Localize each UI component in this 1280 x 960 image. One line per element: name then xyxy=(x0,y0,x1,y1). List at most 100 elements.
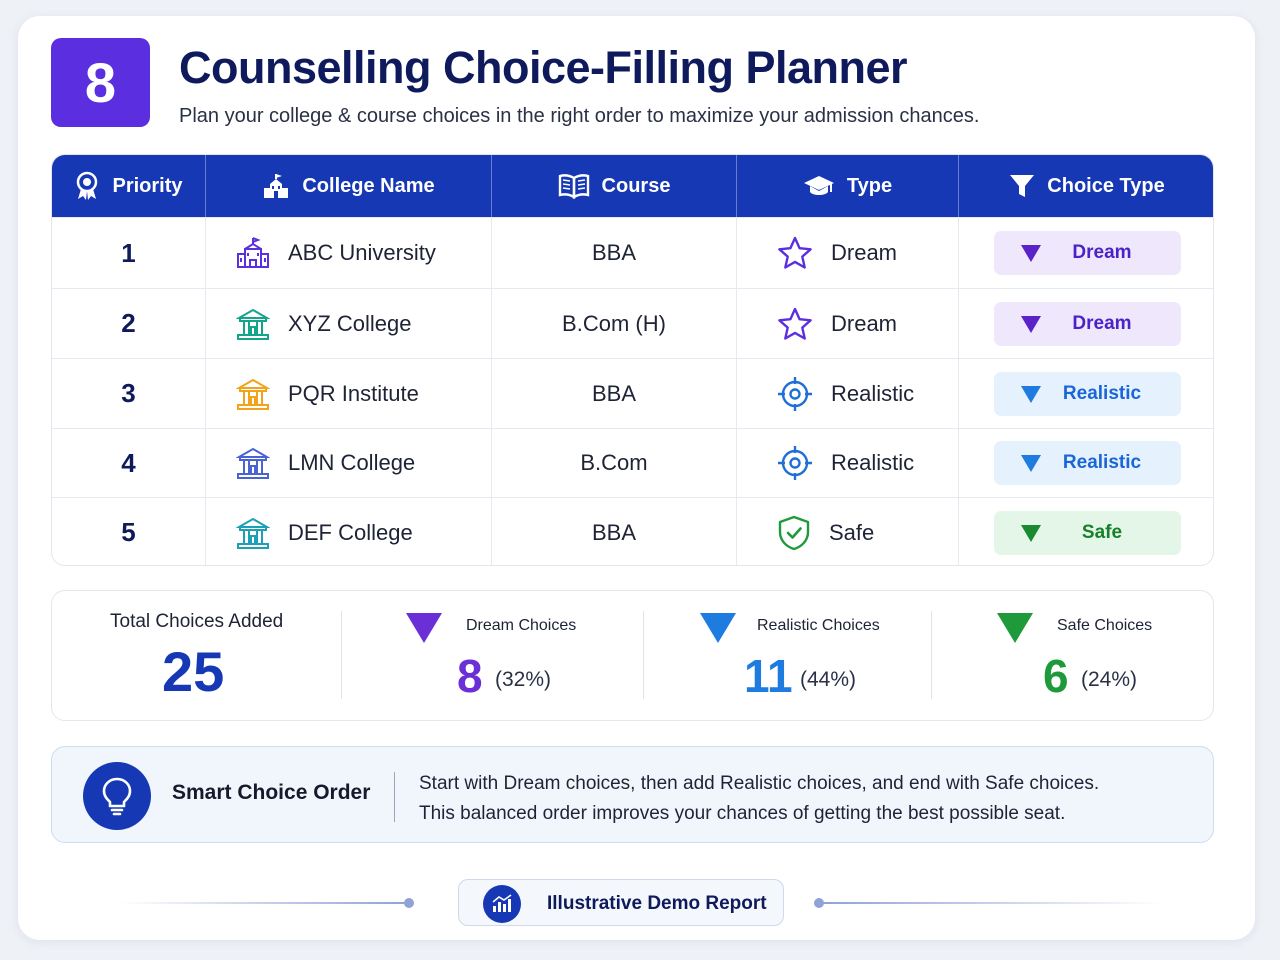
column-label: Course xyxy=(601,174,671,197)
badge-label: Dream xyxy=(1072,242,1132,263)
bar-chart-icon xyxy=(483,885,521,923)
star-icon xyxy=(778,307,812,340)
type-label: Realistic xyxy=(831,450,915,475)
dream-choices-percent: (32%) xyxy=(495,668,552,691)
course-cell: BBA xyxy=(492,359,737,428)
column-header-priority[interactable]: Priority xyxy=(52,155,206,217)
type-cell: Dream xyxy=(737,218,959,288)
award-ribbon-icon xyxy=(77,171,98,200)
triangle-down-icon xyxy=(1020,524,1041,542)
column-header-college[interactable]: College Name xyxy=(206,155,492,217)
footer-dot-right xyxy=(814,898,824,908)
realistic-triangle-icon xyxy=(700,613,736,643)
type-label: Dream xyxy=(831,310,898,336)
table-row[interactable]: 2 XYZ College B.Com (H) Dream Dream xyxy=(52,288,1213,358)
choice-type-badge-realistic: Realistic xyxy=(993,371,1181,416)
choice-type-cell: Realistic xyxy=(959,359,1213,428)
column-label: Priority xyxy=(112,174,183,197)
choice-type-cell: Safe xyxy=(959,498,1213,565)
table-header: Priority College Name Course xyxy=(52,155,1213,217)
choice-type-cell: Dream xyxy=(959,289,1213,358)
safe-choices-value: 6 xyxy=(1043,650,1069,702)
college-name: XYZ College xyxy=(288,310,412,336)
footer-line-left xyxy=(120,902,405,904)
choice-type-badge-safe: Safe xyxy=(993,510,1181,555)
college-building-icon xyxy=(236,308,270,340)
column-header-course[interactable]: Course xyxy=(492,155,737,217)
badge-label: Dream xyxy=(1072,312,1132,334)
demo-report-label: Illustrative Demo Report xyxy=(547,893,767,914)
shield-check-icon xyxy=(778,515,810,550)
college-name: PQR Institute xyxy=(288,380,419,406)
priority-cell: 4 xyxy=(52,429,206,497)
column-label: Choice Type xyxy=(1047,174,1165,197)
triangle-down-icon xyxy=(1020,455,1041,472)
college-building-icon xyxy=(236,517,270,549)
triangle-down-icon xyxy=(1020,245,1041,262)
page-title: Counselling Choice-Filling Planner xyxy=(179,42,908,93)
college-building-icon xyxy=(236,447,270,479)
target-icon xyxy=(778,376,812,411)
college-cell: PQR Institute xyxy=(206,359,492,428)
funnel-icon xyxy=(1010,175,1035,197)
column-header-choice-type[interactable]: Choice Type xyxy=(959,155,1213,217)
course-cell: B.Com xyxy=(492,429,737,497)
badge-label: Realistic xyxy=(1062,382,1142,404)
table-row[interactable]: 1 ABC University BBA Dream Dream xyxy=(52,217,1213,288)
triangle-down-icon xyxy=(1020,385,1041,403)
priority-cell: 5 xyxy=(52,498,206,565)
type-cell: Realistic xyxy=(737,429,959,497)
type-cell: Realistic xyxy=(737,359,959,428)
stat-divider xyxy=(341,611,342,699)
type-cell: Safe xyxy=(737,498,959,565)
type-label: Dream xyxy=(831,240,898,265)
total-choices-label: Total Choices Added xyxy=(110,611,284,632)
tip-text-line-1: Start with Dream choices, then add Reali… xyxy=(419,773,1100,794)
dream-choices-label: Dream Choices xyxy=(466,617,577,634)
table-row[interactable]: 3 PQR Institute BBA Realistic xyxy=(52,358,1213,428)
type-cell: Dream xyxy=(737,289,959,358)
table-row[interactable]: 4 LMN College B.Com Realistic xyxy=(52,428,1213,497)
priority-cell: 3 xyxy=(52,359,206,428)
tip-title: Smart Choice Order xyxy=(172,781,371,804)
badge-label: Safe xyxy=(1081,521,1123,543)
tip-divider xyxy=(394,772,395,822)
college-cell: ABC University xyxy=(206,218,492,288)
course-cell: BBA xyxy=(492,218,737,288)
target-icon xyxy=(778,446,812,480)
choice-type-cell: Dream xyxy=(959,218,1213,288)
choice-type-badge-dream: Dream xyxy=(993,231,1181,275)
safe-choices-label: Safe Choices xyxy=(1057,617,1153,634)
type-label: Realistic xyxy=(831,380,915,406)
safe-triangle-icon xyxy=(997,613,1033,643)
course-cell: B.Com (H) xyxy=(492,289,737,358)
column-label: Type xyxy=(846,174,893,197)
column-header-type[interactable]: Type xyxy=(737,155,959,217)
realistic-choices-value: 11 xyxy=(744,650,793,702)
badge-label: Realistic xyxy=(1062,452,1142,473)
realistic-choices-label: Realistic Choices xyxy=(757,617,880,634)
table-row[interactable]: 5 DEF College BBA Safe Safe xyxy=(52,497,1213,565)
smart-choice-tip: Smart Choice Order Start with Dream choi… xyxy=(51,746,1214,843)
priority-cell: 1 xyxy=(52,218,206,288)
footer-line-right xyxy=(823,902,1163,904)
footer-dot-left xyxy=(404,898,414,908)
column-label: College Name xyxy=(302,174,435,197)
choices-table: Priority College Name Course xyxy=(51,154,1214,566)
choice-type-badge-dream: Dream xyxy=(993,301,1181,346)
course-cell: BBA xyxy=(492,498,737,565)
choice-type-cell: Realistic xyxy=(959,429,1213,497)
tip-text-line-2: This balanced order improves your chance… xyxy=(419,803,1066,824)
college-name: DEF College xyxy=(288,519,413,545)
priority-cell: 2 xyxy=(52,289,206,358)
logo-badge: 8 xyxy=(51,38,150,127)
choices-summary: Total Choices Added 25 Dream Choices 8 (… xyxy=(51,590,1214,721)
demo-report-badge: Illustrative Demo Report xyxy=(458,879,784,926)
college-name: LMN College xyxy=(288,450,416,475)
safe-choices-percent: (24%) xyxy=(1081,668,1138,691)
college-cell: DEF College xyxy=(206,498,492,565)
total-choices-value: 25 xyxy=(162,640,225,703)
page-subtitle: Plan your college & course choices in th… xyxy=(179,105,980,127)
dream-triangle-icon xyxy=(406,613,442,643)
open-book-icon xyxy=(558,174,589,199)
